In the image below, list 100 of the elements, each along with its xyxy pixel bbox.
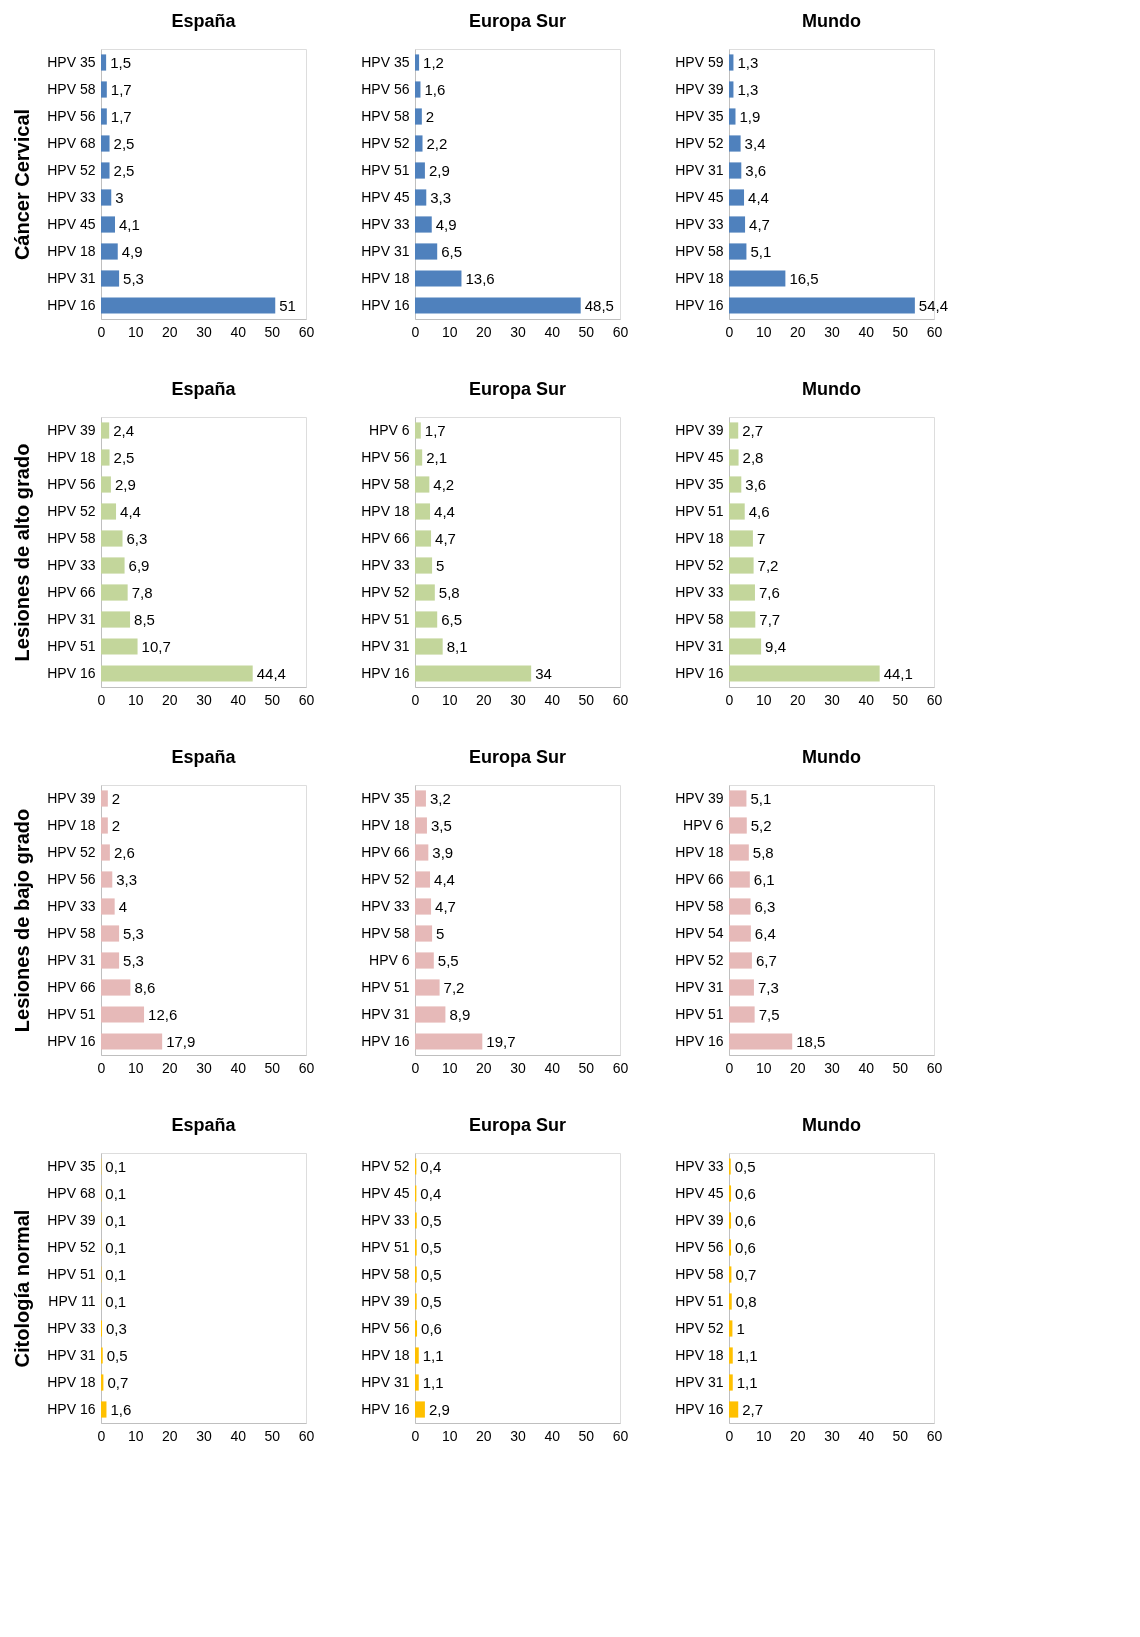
y-tick-label: HPV 16 — [361, 1400, 410, 1417]
x-tick-label: 0 — [725, 1427, 734, 1444]
bar — [415, 898, 432, 915]
bar — [729, 108, 736, 125]
data-label: 0,7 — [735, 1265, 757, 1283]
data-label: 0,5 — [420, 1265, 442, 1283]
data-label: 44,1 — [883, 664, 913, 682]
x-tick-label: 50 — [892, 1059, 909, 1076]
y-tick-label: HPV 33 — [47, 188, 96, 205]
data-label: 0,1 — [105, 1184, 127, 1202]
y-tick-label: HPV 31 — [47, 610, 96, 627]
x-tick-label: 60 — [926, 1059, 943, 1076]
chart-title: Mundo — [802, 1115, 861, 1135]
chart-title: España — [171, 11, 237, 31]
data-label: 1,3 — [737, 80, 759, 98]
y-tick-label: HPV 35 — [361, 789, 410, 806]
bar — [729, 1374, 733, 1391]
data-label: 2,6 — [113, 843, 135, 861]
data-label: 4,9 — [121, 242, 143, 260]
data-label: 54,4 — [918, 296, 949, 314]
y-tick-label: HPV 56 — [47, 107, 96, 124]
x-tick-label: 20 — [790, 1427, 806, 1444]
bar — [729, 530, 753, 547]
bar — [729, 1347, 733, 1364]
y-tick-label: HPV 52 — [47, 843, 96, 860]
bar — [729, 1033, 793, 1050]
x-tick-label: 50 — [264, 323, 281, 340]
y-tick-label: HPV 18 — [47, 816, 96, 833]
data-label: 3,3 — [116, 870, 138, 888]
data-label: 3,9 — [432, 843, 454, 861]
bar — [101, 898, 115, 915]
data-label: 0,3 — [106, 1319, 127, 1337]
y-tick-label: HPV 66 — [361, 843, 410, 860]
y-tick-label: HPV 18 — [47, 1373, 96, 1390]
bar — [415, 54, 420, 71]
x-tick-label: 0 — [725, 1059, 734, 1076]
bar — [415, 1033, 483, 1050]
bar — [101, 871, 113, 888]
data-label: 5,5 — [437, 951, 459, 969]
bar — [415, 81, 421, 98]
y-tick-label: HPV 52 — [675, 556, 724, 573]
data-label: 4,9 — [435, 215, 457, 233]
x-tick-label: 0 — [725, 323, 734, 340]
x-tick-label: 60 — [298, 1427, 315, 1444]
y-tick-label: HPV 31 — [675, 161, 724, 178]
bar — [101, 817, 108, 834]
y-tick-label: HPV 16 — [361, 664, 410, 681]
y-tick-label: HPV 51 — [361, 978, 410, 995]
data-label: 5,3 — [123, 924, 144, 942]
y-tick-label: HPV 52 — [675, 1319, 724, 1336]
bar — [415, 243, 438, 260]
data-label: 6,3 — [126, 529, 148, 547]
data-label: 2,4 — [113, 421, 135, 439]
bar — [729, 557, 754, 574]
data-label: 1,1 — [736, 1346, 758, 1364]
chart-title: Mundo — [802, 11, 861, 31]
bar — [415, 979, 440, 996]
data-label: 0,6 — [421, 1319, 442, 1337]
x-tick-label: 40 — [858, 1059, 875, 1076]
bar — [101, 422, 110, 439]
bar — [415, 216, 432, 233]
data-label: 7 — [756, 529, 766, 547]
bar — [729, 611, 756, 628]
y-tick-label: HPV 16 — [675, 296, 724, 313]
y-axis-title: Citología normal — [11, 1209, 34, 1368]
y-tick-label: HPV 6 — [369, 951, 410, 968]
y-tick-label: HPV 33 — [675, 1157, 724, 1174]
x-tick-label: 60 — [298, 691, 315, 708]
bar — [101, 790, 108, 807]
data-label: 2,5 — [113, 161, 135, 179]
y-tick-label: HPV 18 — [361, 269, 410, 286]
bar — [415, 611, 438, 628]
y-tick-label: HPV 16 — [47, 1032, 96, 1049]
data-label: 7,8 — [131, 583, 153, 601]
bar — [729, 1006, 755, 1023]
y-tick-label: HPV 51 — [47, 1005, 96, 1022]
data-label: 1 — [736, 1319, 745, 1337]
bar — [101, 952, 120, 969]
x-tick-label: 40 — [230, 1059, 247, 1076]
data-label: 5,8 — [438, 583, 460, 601]
y-tick-label: HPV 16 — [675, 1032, 724, 1049]
data-label: 3,4 — [744, 134, 766, 152]
y-tick-label: HPV 6 — [369, 421, 410, 438]
x-tick-label: 20 — [162, 323, 178, 340]
data-label: 7,2 — [757, 556, 779, 574]
x-tick-label: 50 — [264, 691, 281, 708]
bar — [101, 476, 111, 493]
data-label: 3,3 — [430, 188, 452, 206]
bar — [101, 81, 107, 98]
y-tick-label: HPV 33 — [675, 583, 724, 600]
data-label: 51 — [279, 296, 296, 314]
x-tick-label: 30 — [824, 691, 840, 708]
data-label: 7,2 — [443, 978, 465, 996]
y-tick-label: HPV 58 — [47, 80, 96, 97]
data-label: 2,9 — [428, 161, 450, 179]
data-label: 1,3 — [737, 53, 759, 71]
y-tick-label: HPV 39 — [361, 1292, 410, 1309]
x-tick-label: 30 — [196, 1059, 212, 1076]
data-label: 5,2 — [750, 816, 772, 834]
data-label: 2,9 — [114, 475, 136, 493]
